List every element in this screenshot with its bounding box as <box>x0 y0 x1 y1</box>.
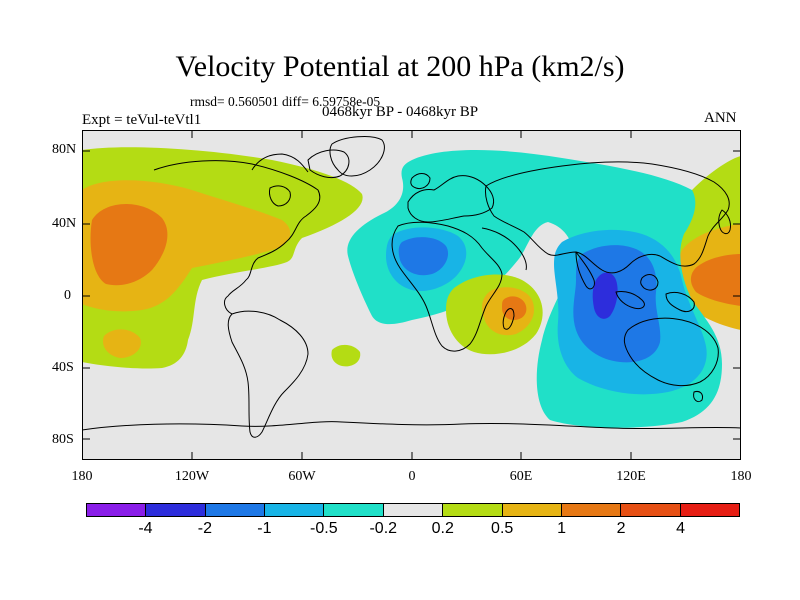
map-svg <box>82 130 741 460</box>
colorbar <box>86 503 740 517</box>
colorbar-label: 2 <box>616 520 626 537</box>
colorbar-swatch <box>324 504 384 516</box>
map-title: Velocity Potential at 200 hPa (km2/s) <box>175 50 625 83</box>
coastlines <box>82 136 741 438</box>
season-label: ANN <box>704 110 737 126</box>
lon-label-120w: 120W <box>174 469 210 484</box>
colorbar-label: -0.2 <box>369 520 398 537</box>
colorbar-swatch <box>443 504 503 516</box>
colorbar-swatch <box>502 504 562 516</box>
colorbar-swatch <box>680 504 739 516</box>
colorbar-label: 1 <box>557 520 567 537</box>
colorbar-swatch <box>383 504 444 516</box>
lat-label-0: 0 <box>64 288 71 303</box>
colorbar-label: -4 <box>138 520 153 537</box>
red-region-far-east <box>690 254 741 306</box>
lat-label-80s: 80S <box>52 432 74 447</box>
lat-label-40s: 40S <box>52 360 74 375</box>
colorbar-swatch <box>146 504 206 516</box>
lon-label-180-west: 180 <box>71 469 93 484</box>
lat-label-80n: 80N <box>52 142 77 157</box>
map-panel <box>82 130 741 460</box>
green-region-south-atlantic <box>331 344 361 367</box>
orange-region-pacific <box>90 203 168 286</box>
lon-label-120e: 120E <box>616 469 646 484</box>
yellow-region-south-pacific <box>102 329 141 358</box>
colorbar-swatch <box>205 504 266 516</box>
blue-region-indian-ocean <box>573 245 661 363</box>
darkblue-region-maritime <box>592 272 618 319</box>
period-label: 0468kyr BP - 0468kyr BP <box>322 104 479 120</box>
lon-label-180-east: 180 <box>730 469 752 484</box>
orange-region-madagascar <box>502 296 527 320</box>
colorbar-label: 4 <box>676 520 685 537</box>
lat-label-40n: 40N <box>52 216 77 231</box>
colorbar-label: 0.5 <box>491 520 514 537</box>
blue-region-africa <box>398 237 449 276</box>
colorbar-swatch <box>87 504 147 516</box>
colorbar-swatch <box>621 504 681 516</box>
stats-line: rmsd= 0.560501 diff= 6.59758e-05 <box>190 94 381 109</box>
lon-label-0: 0 <box>408 469 416 484</box>
lon-label-60w: 60W <box>288 469 316 484</box>
map-ticks <box>82 130 741 460</box>
colorbar-label: -2 <box>197 520 213 537</box>
colorbar-label: 0.2 <box>431 520 454 537</box>
lon-label-60e: 60E <box>509 469 533 484</box>
colorbar-label: -1 <box>257 520 272 537</box>
colorbar-label: -0.5 <box>310 520 338 537</box>
experiment-label: Expt = teVul-teVtl1 <box>82 112 202 128</box>
colorbar-swatch <box>561 504 622 516</box>
colorbar-swatch <box>265 504 325 516</box>
